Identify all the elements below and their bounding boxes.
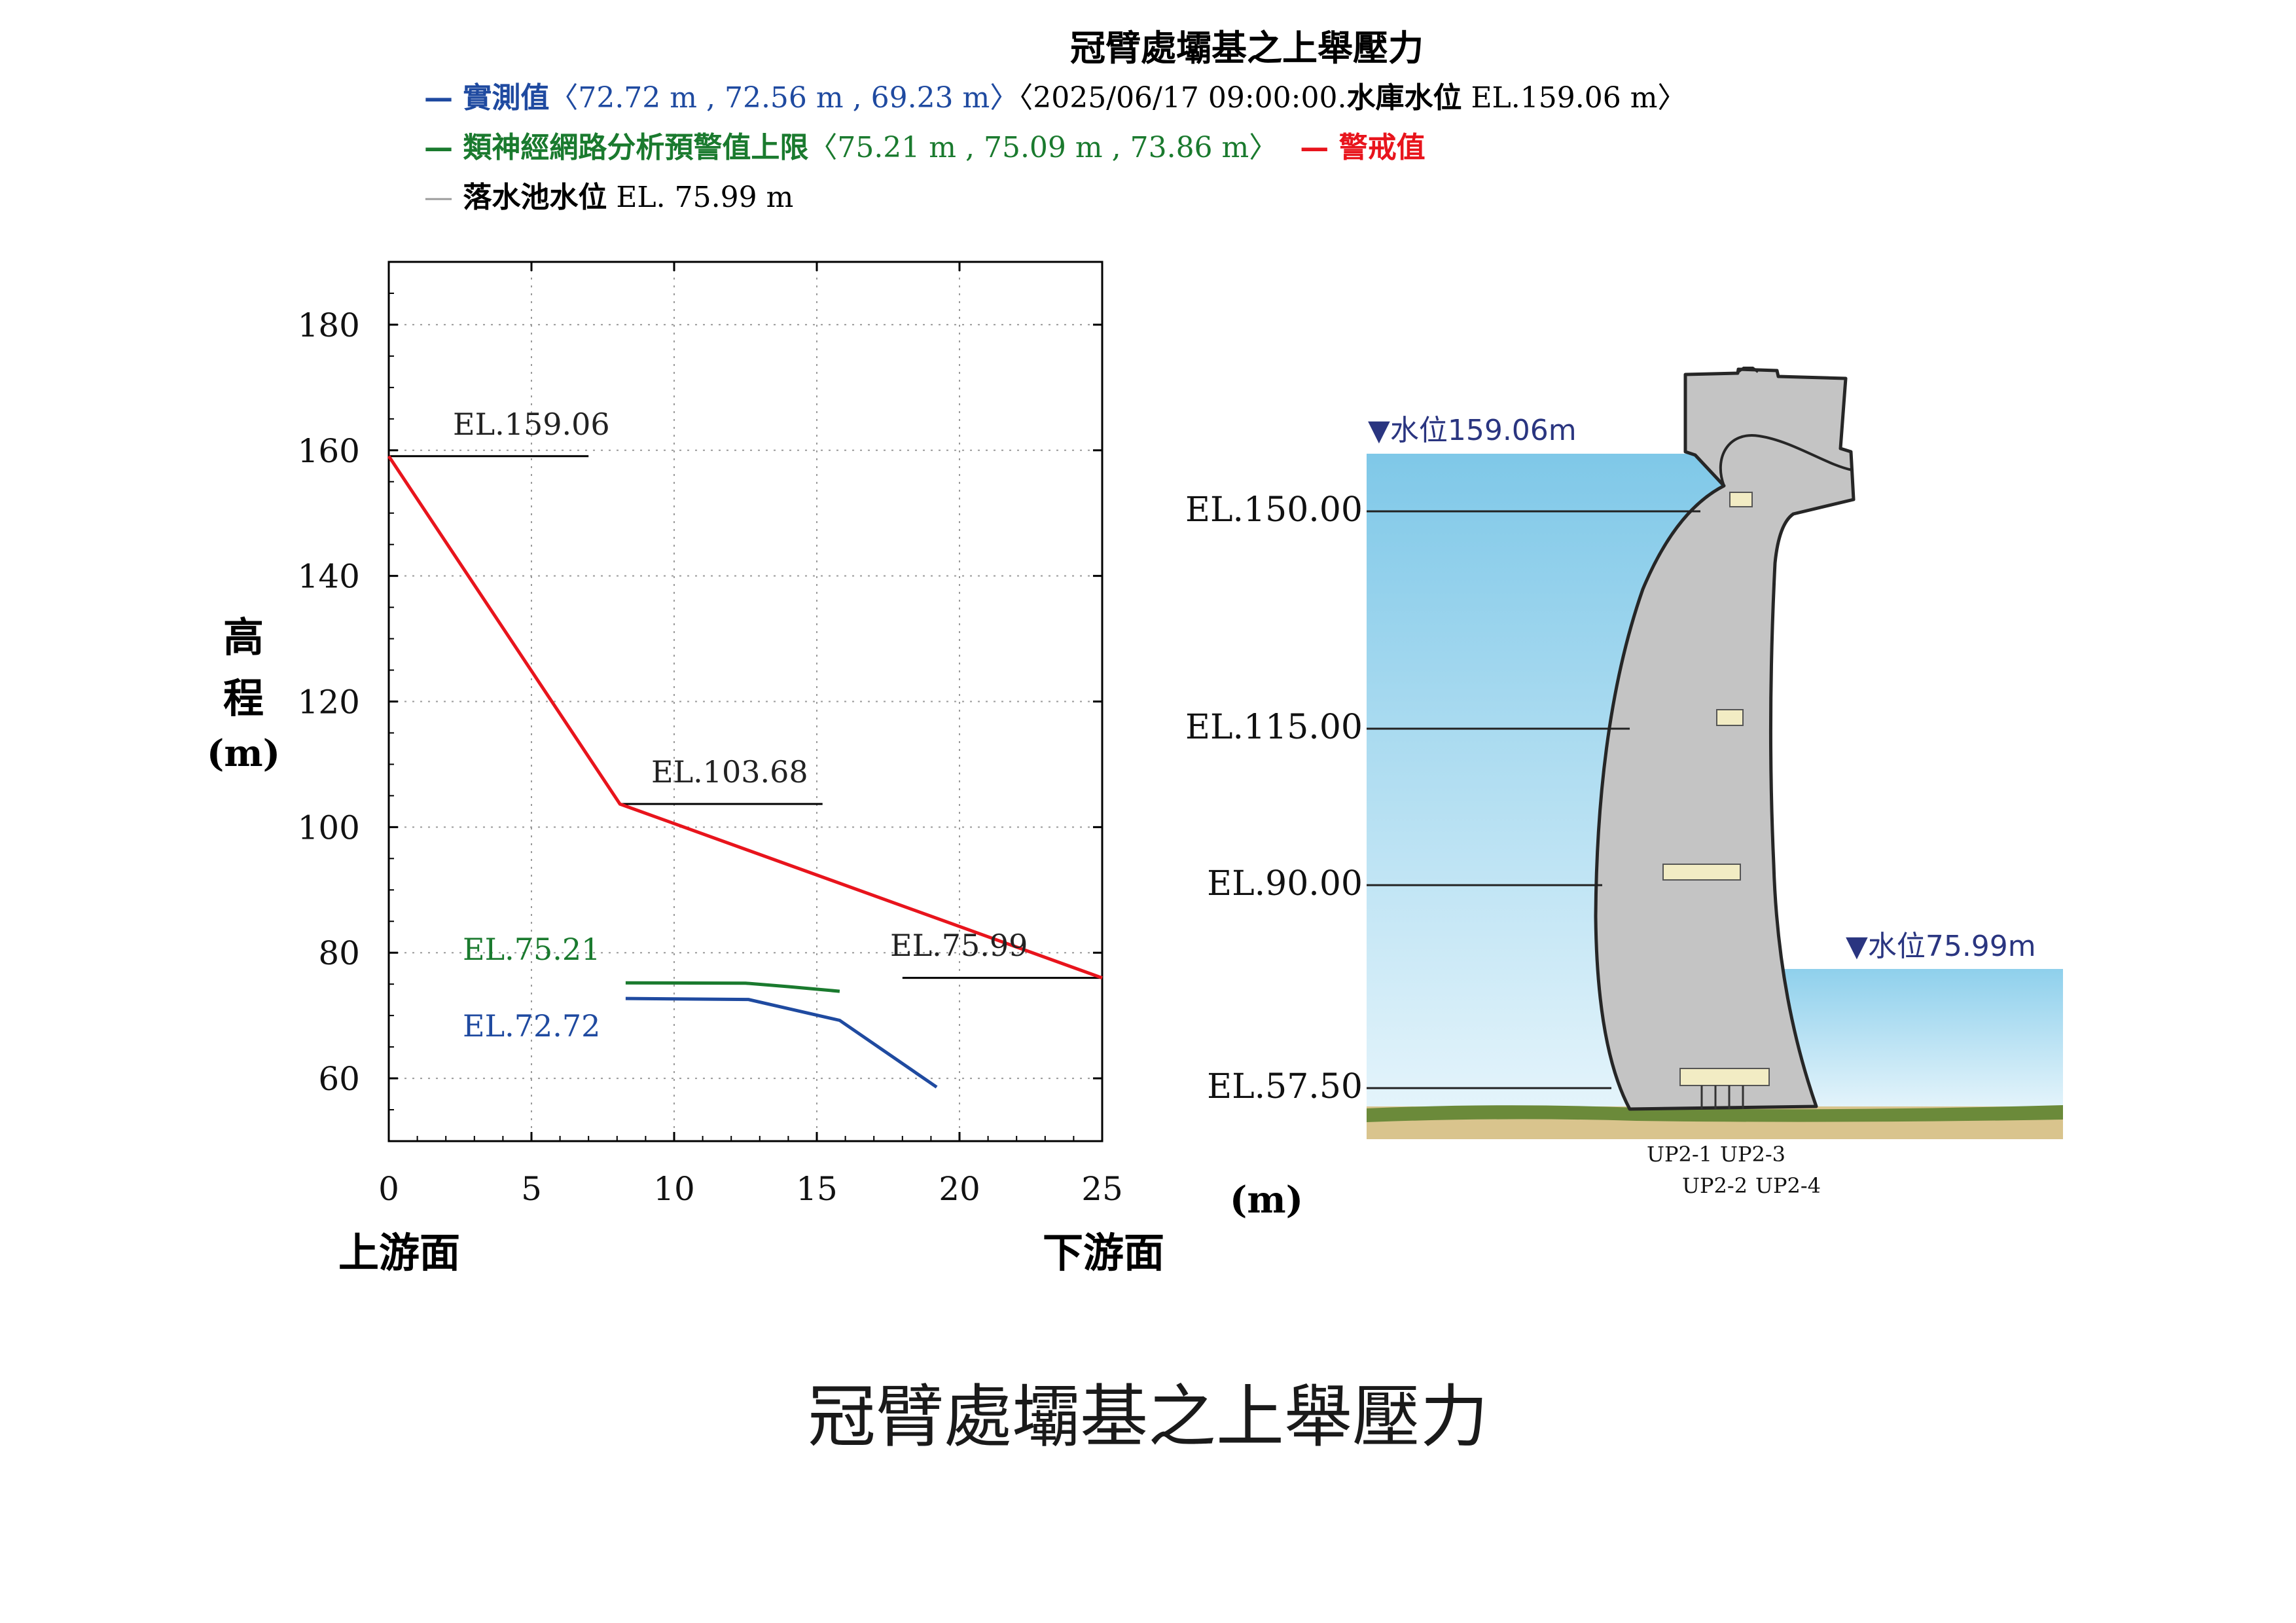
legend-measured-time: 〈2025/06/17 09:00:00.	[1018, 81, 1346, 115]
gallery-el90	[1662, 864, 1741, 881]
tick-label-y-60: 60	[318, 1060, 360, 1098]
series-line-0	[387, 455, 1103, 980]
legend-line-tailwater: — 落水池水位 EL. 75.99 m	[424, 181, 793, 214]
legend-line-measured: — 實測值〈72.72 m , 72.56 m , 69.23 m〉〈2025/…	[424, 81, 1686, 115]
legend-nn-values: 〈75.21 m , 75.09 m , 73.86 m〉	[808, 131, 1278, 164]
label-alert-mid: EL.103.68	[651, 754, 808, 790]
tick-label-y-120: 120	[298, 684, 360, 721]
gallery-el150	[1729, 492, 1753, 507]
ylabel-char-1: 高	[223, 613, 264, 661]
xlabel-upstream: 上游面	[338, 1229, 460, 1277]
series-line-2	[625, 996, 938, 1089]
label-measured: EL.72.72	[463, 1008, 600, 1044]
gauge-label-up2-1: UP2-1	[1647, 1142, 1712, 1167]
elevation-leaders	[1367, 510, 1700, 1089]
gallery-el57-50	[1679, 1068, 1770, 1086]
gallery-el115	[1716, 709, 1744, 726]
crest-parapet	[1737, 367, 1759, 373]
tick-label-y-80: 80	[318, 934, 360, 972]
tick-label-x-25: 25	[1081, 1170, 1123, 1208]
reference-lines	[389, 455, 1102, 979]
elevation-label-115: EL.115.00	[1185, 708, 1363, 747]
label-alert-start: EL.159.06	[453, 407, 610, 442]
grass-strip	[1367, 1105, 2063, 1122]
tick-label-x-0: 0	[378, 1170, 399, 1208]
chart-title: 冠臂處壩基之上舉壓力	[1070, 27, 1424, 69]
elevation-label-150: EL.150.00	[1185, 490, 1363, 530]
ylabel-char-2: 程	[223, 674, 264, 722]
header: 冠臂處壩基之上舉壓力 — 實測值〈72.72 m , 72.56 m , 69.…	[424, 27, 1686, 214]
label-tailwater: EL.75.99	[890, 928, 1028, 963]
gauge-label-up2-2: UP2-2	[1682, 1173, 1748, 1198]
grid-lines	[389, 262, 1102, 1141]
legend-tailwater-dash: —	[424, 181, 453, 214]
tick-label-x-15: 15	[796, 1170, 838, 1208]
tick-label-y-160: 160	[298, 432, 360, 470]
legend-tailwater-value: EL. 75.99 m	[607, 181, 793, 214]
legend-reservoir-label: 水庫水位	[1346, 81, 1462, 115]
x-unit-label: (m)	[1230, 1178, 1303, 1222]
axis-ticks: 60 80 100 120 140 160 180 0 5 10 15 20 25	[298, 262, 1123, 1208]
dam-cross-section: EL.150.00 EL.115.00 EL.90.00 EL.57.50 ▼水…	[1185, 367, 2063, 1198]
uplift-gauge-pipes	[1700, 1085, 1744, 1109]
legend-nn-label: — 類神經網路分析預警值上限	[424, 131, 808, 164]
gauge-label-up2-3: UP2-3	[1720, 1142, 1785, 1167]
legend-alert-label: — 警戒值	[1300, 131, 1425, 164]
tick-label-x-20: 20	[939, 1170, 980, 1208]
xlabel-downstream: 下游面	[1043, 1229, 1164, 1277]
downstream-water	[1767, 969, 2063, 1108]
ylabel-unit: (m)	[207, 732, 280, 775]
tick-label-y-140: 140	[298, 558, 360, 596]
uplift-pressure-chart: 60 80 100 120 140 160 180 0 5 10 15 20 25 高 程 (m) 上游…	[207, 261, 1303, 1277]
downstream-level-label: ▼水位75.99m	[1846, 930, 2036, 963]
tick-label-x-10: 10	[653, 1170, 695, 1208]
label-nn: EL.75.21	[463, 932, 600, 967]
figure-caption: 冠臂處壩基之上舉壓力	[808, 1377, 1488, 1457]
legend-line-nn: — 類神經網路分析預警值上限〈75.21 m , 75.09 m , 73.86…	[424, 131, 1426, 164]
gauge-label-up2-4: UP2-4	[1755, 1173, 1821, 1198]
dam-body	[1594, 367, 1856, 1111]
upstream-level-label: ▼水位159.06m	[1368, 414, 1577, 447]
legend-measured-label: — 實測值	[424, 81, 549, 115]
tick-label-y-100: 100	[298, 809, 360, 847]
tick-label-y-180: 180	[298, 306, 360, 344]
tick-label-x-5: 5	[521, 1170, 542, 1208]
series-layer	[387, 455, 1103, 1089]
series-line-1	[625, 981, 840, 993]
crest-curve	[1719, 434, 1853, 486]
elevation-label-90: EL.90.00	[1207, 864, 1363, 903]
legend-reservoir-value: EL.159.06 m〉	[1462, 81, 1686, 115]
legend-measured-values: 〈72.72 m , 72.56 m , 69.23 m〉	[549, 81, 1018, 115]
elevation-label-57-50: EL.57.50	[1207, 1067, 1363, 1106]
legend-tailwater-label: 落水池水位	[453, 181, 607, 214]
